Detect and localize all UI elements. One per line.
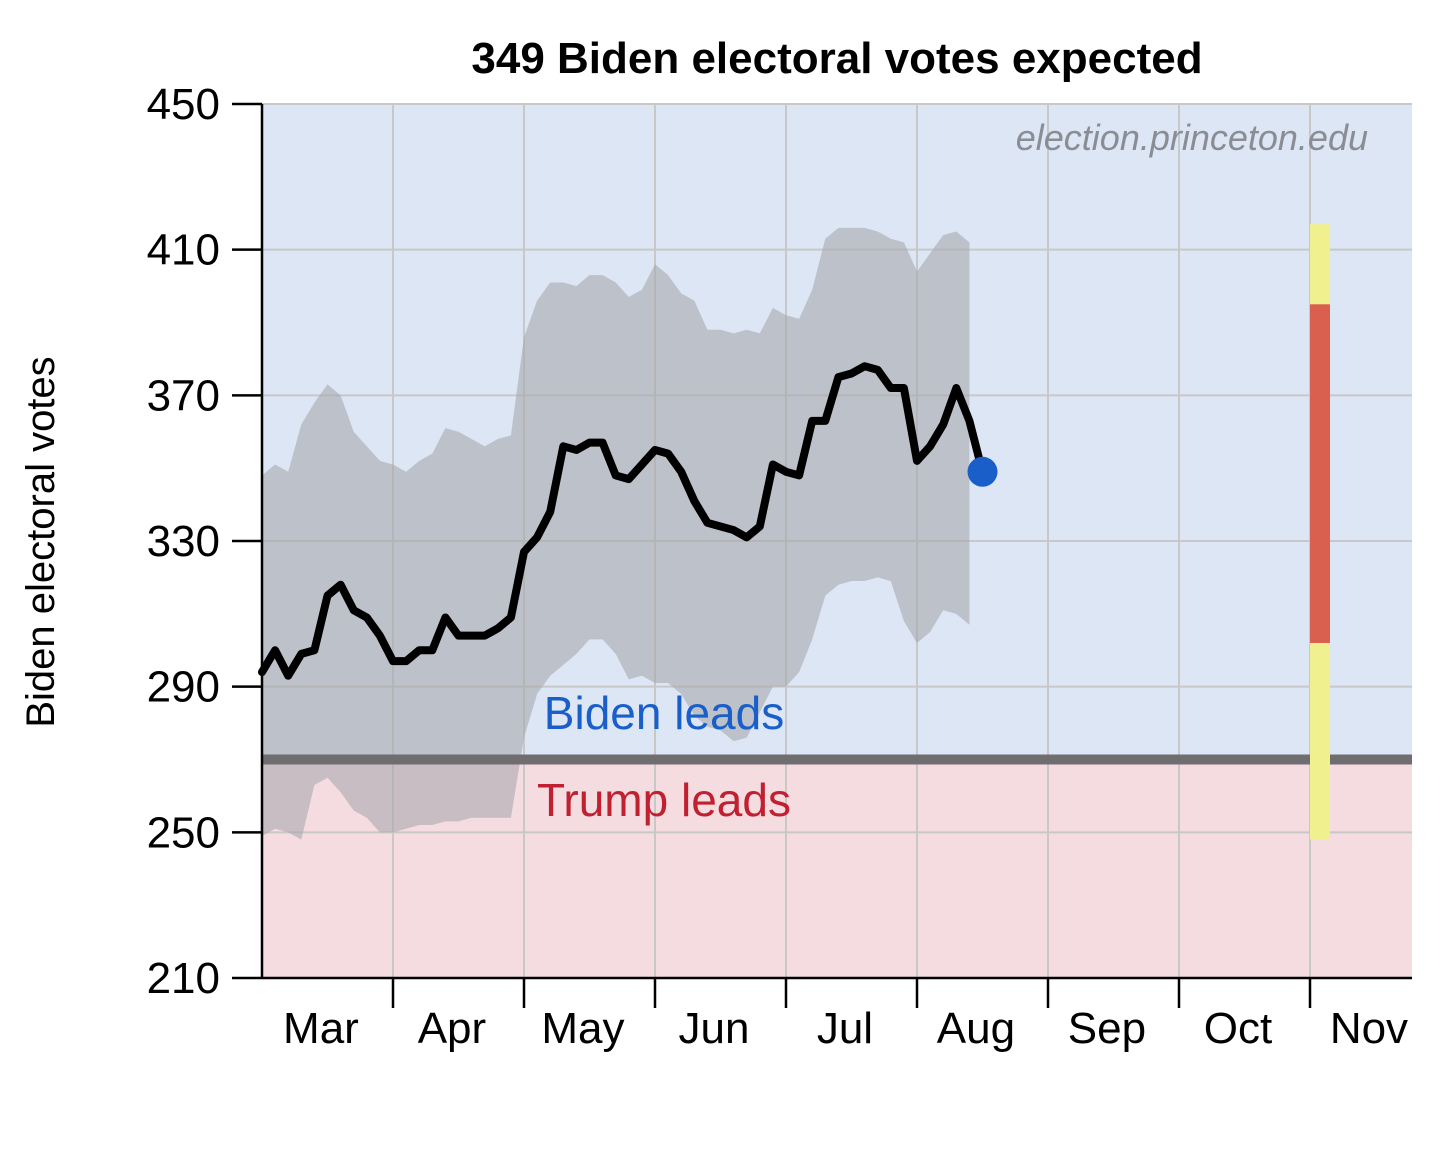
x-tick-label-oct: Oct (1204, 1004, 1272, 1053)
x-tick-label-may: May (541, 1004, 624, 1053)
y-axis-label: Biden electoral votes (19, 356, 63, 727)
y-tick-label: 370 (147, 371, 220, 420)
y-tick-label: 450 (147, 80, 220, 129)
y-tick-label: 290 (147, 663, 220, 712)
uncertainty-band (262, 227, 970, 840)
x-tick-label-jun: Jun (678, 1004, 749, 1053)
x-tick-label-sep: Sep (1068, 1004, 1146, 1053)
november-inner-range-bar (1310, 304, 1330, 643)
chart-title: 349 Biden electoral votes expected (471, 34, 1202, 83)
y-tick-label: 210 (147, 954, 220, 1003)
y-tick-label: 330 (147, 517, 220, 566)
x-tick-label-mar: Mar (283, 1004, 359, 1053)
x-tick-label-apr: Apr (418, 1004, 486, 1053)
y-tick-label: 410 (147, 226, 220, 275)
median-ev-line (258, 362, 987, 680)
x-tick-label-aug: Aug (937, 1004, 1015, 1053)
y-tick-label: 250 (147, 808, 220, 857)
trump-leads-label: Trump leads (537, 774, 791, 826)
watermark-text: election.princeton.edu (1016, 117, 1368, 158)
x-tick-label-nov: Nov (1330, 1004, 1408, 1053)
y-ticks: 210 250 290 330 370 410 450 (147, 80, 262, 1003)
x-ticks: Mar Apr May Jun Jul Aug Sep Oct Nov (283, 978, 1408, 1053)
biden-leads-label: Biden leads (544, 687, 784, 739)
current-ev-point (967, 456, 998, 487)
x-tick-label-jul: Jul (817, 1004, 873, 1053)
